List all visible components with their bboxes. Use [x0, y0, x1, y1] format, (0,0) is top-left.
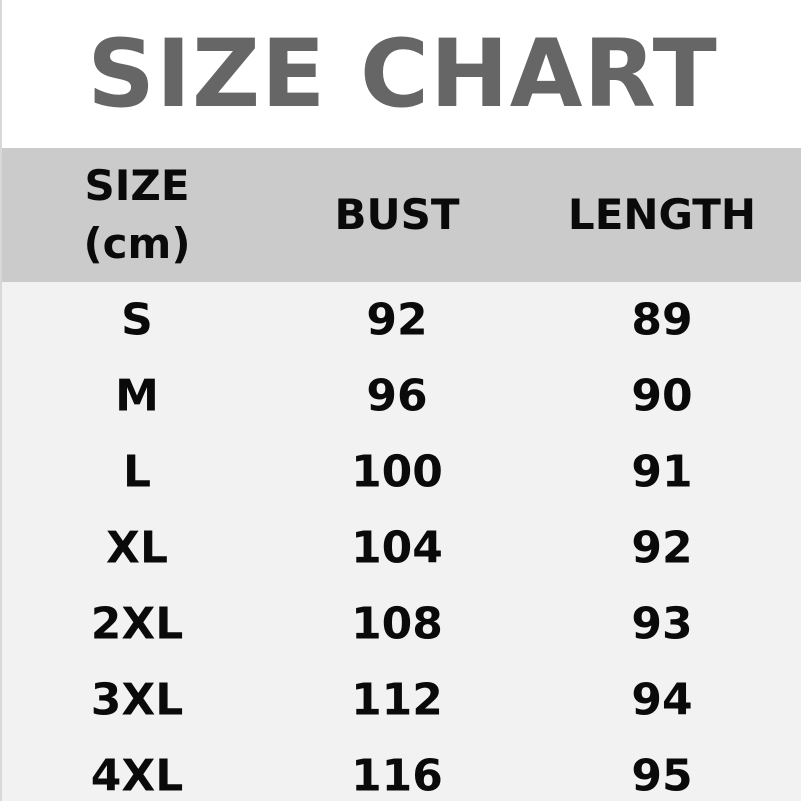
size-cell: 2XL [90, 598, 184, 650]
bust-cell: 92 [366, 294, 428, 346]
column-header-line: LENGTH [567, 190, 757, 239]
size-cell: L [122, 446, 152, 498]
bust-cell: 108 [351, 598, 443, 650]
size-cell: 4XL [90, 750, 184, 802]
size-cell: XL [106, 522, 168, 574]
length-cell: 91 [631, 446, 693, 498]
size-cell: S [121, 294, 153, 346]
column-header-line: BUST [334, 190, 460, 239]
chart-title: SIZE CHART [87, 19, 718, 129]
table-body [2, 282, 801, 801]
table-header [2, 148, 801, 282]
column-header: BUST [334, 186, 459, 244]
bust-cell: 96 [366, 370, 428, 422]
length-cell: 94 [631, 674, 693, 726]
bust-cell: 116 [351, 750, 443, 802]
length-cell: 90 [631, 370, 693, 422]
size-cell: 3XL [90, 674, 184, 726]
column-header: LENGTH [568, 186, 756, 244]
size-cell: M [115, 370, 159, 422]
column-header: SIZE (cm) [83, 157, 190, 273]
bust-cell: 100 [351, 446, 443, 498]
length-cell: 92 [631, 522, 693, 574]
length-cell: 95 [631, 750, 693, 802]
column-header-line: (cm) [83, 219, 191, 268]
column-header-line: SIZE [84, 161, 190, 210]
length-cell: 89 [631, 294, 693, 346]
bust-cell: 104 [351, 522, 443, 574]
bust-cell: 112 [351, 674, 443, 726]
length-cell: 93 [631, 598, 693, 650]
